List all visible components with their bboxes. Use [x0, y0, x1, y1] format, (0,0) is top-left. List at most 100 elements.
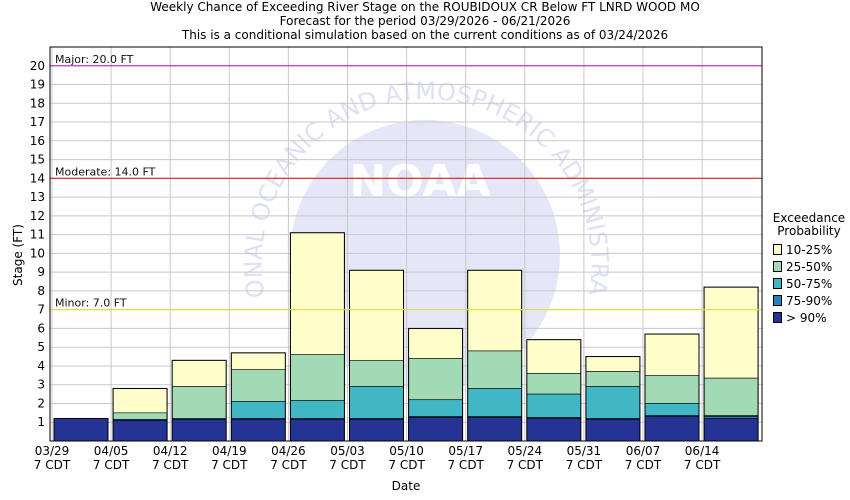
x-tick-tz: 7 CDT: [507, 458, 544, 472]
y-tick-label: 8: [37, 284, 45, 298]
bar-segment: [585, 356, 641, 372]
bar-segment: [53, 418, 109, 442]
bar-week: [585, 356, 641, 442]
x-tick-tz: 7 CDT: [152, 458, 189, 472]
bar-segment: [467, 350, 523, 389]
bar-segment: [644, 403, 700, 416]
bar-week: [112, 387, 168, 442]
noaa-logo-text: NOAA: [349, 156, 490, 207]
plot-frame: [49, 46, 763, 442]
bar-week: [230, 352, 286, 442]
x-tick-date: 06/14: [685, 444, 720, 458]
grid: [50, 47, 762, 441]
y-tick-label: 14: [30, 171, 45, 185]
bar-segment: [467, 269, 523, 352]
legend-label: 10-25%: [786, 242, 833, 257]
bar-segment: [290, 419, 345, 442]
bar-week: [526, 339, 582, 442]
bar-segment: [408, 358, 463, 401]
x-tick-tz: 7 CDT: [388, 458, 425, 472]
bar-segment: [526, 373, 582, 395]
bar-segment: [644, 333, 700, 376]
y-tick-label: 10: [30, 246, 45, 260]
bar-week: [703, 286, 759, 442]
bar-week: [289, 232, 345, 442]
y-axis-label: Stage (FT): [11, 224, 25, 286]
x-tick-date: 05/03: [330, 444, 365, 458]
bar-segment: [112, 412, 168, 420]
bar-segment: [526, 339, 582, 374]
legend-item: 10-25%: [773, 241, 850, 258]
y-tick-label: 18: [30, 96, 45, 110]
bar-week: [53, 417, 109, 442]
chart-subtitle-conditions: This is a conditional simulation based o…: [181, 28, 669, 42]
legend-swatch: [773, 244, 782, 255]
legend-label: > 90%: [786, 310, 827, 325]
bar-segment: [112, 388, 168, 414]
legend-label: 50-75%: [786, 276, 833, 291]
x-tick-date: 03/29: [35, 444, 70, 458]
y-tick-label: 2: [37, 396, 45, 410]
y-tick-label: 6: [37, 321, 45, 335]
y-tick-label: 20: [30, 59, 45, 73]
x-tick-tz: 7 CDT: [329, 458, 366, 472]
x-tick-tz: 7 CDT: [625, 458, 662, 472]
bar-segment: [408, 417, 463, 442]
x-tick-date: 05/17: [448, 444, 483, 458]
bar-segment: [231, 419, 286, 442]
axes: [49, 46, 763, 442]
x-tick-tz: 7 CDT: [211, 458, 248, 472]
bar-segment: [467, 417, 523, 442]
x-tick-tz: 7 CDT: [93, 458, 130, 472]
y-tick-label: 11: [30, 228, 45, 242]
bar-segment: [171, 386, 227, 419]
bar-segment: [112, 420, 168, 442]
bar-segment: [290, 354, 345, 401]
legend-items: 10-25% 25-50% 50-75% 75-90% > 90%: [768, 241, 850, 326]
bar-segment: [171, 419, 227, 442]
threshold-label: Major: 20.0 FT: [55, 53, 134, 66]
legend-swatch: [773, 278, 782, 289]
bar-week: [644, 333, 700, 442]
threshold-label: Minor: 7.0 FT: [55, 297, 127, 310]
bar-segment: [703, 418, 759, 442]
bar-segment: [290, 232, 345, 355]
bar-segment: [231, 352, 286, 371]
legend-title: Exceedance Probability: [768, 212, 850, 238]
x-tick-tz: 7 CDT: [684, 458, 721, 472]
bar-segment: [349, 386, 404, 419]
bar-segment: [585, 419, 641, 442]
legend-label: 75-90%: [786, 293, 833, 308]
bar-segment: [526, 393, 582, 418]
y-tick-label: 1: [37, 415, 45, 429]
x-tick-date: 05/24: [508, 444, 543, 458]
chart-title: Weekly Chance of Exceeding River Stage o…: [150, 0, 700, 14]
bar-week: [171, 359, 227, 442]
bar-segment: [349, 419, 404, 442]
x-tick-tz: 7 CDT: [566, 458, 603, 472]
y-tick-label: 3: [37, 378, 45, 392]
y-tick-label: 7: [37, 303, 45, 317]
flood-thresholds: Major: 20.0 FT Moderate: 14.0 FT Minor: 7.…: [50, 53, 762, 311]
bar-segment: [703, 377, 759, 416]
x-tick-date: 04/12: [153, 444, 188, 458]
legend-swatch: [773, 312, 782, 323]
x-tick-tz: 7 CDT: [34, 458, 71, 472]
x-tick-date: 04/05: [94, 444, 129, 458]
legend-title-line-2: Probability: [777, 224, 841, 238]
legend-item: 75-90%: [773, 292, 850, 309]
bar-segment: [408, 328, 463, 359]
x-tick-date: 05/31: [567, 444, 602, 458]
y-tick-label: 4: [37, 359, 45, 373]
bar-segment: [231, 369, 286, 402]
legend: Exceedance Probability 10-25% 25-50% 50-75…: [768, 212, 850, 326]
bar-segment: [171, 360, 227, 387]
bar-segment: [231, 401, 286, 419]
bar-segment: [644, 375, 700, 404]
x-axis-label: Date: [392, 479, 421, 493]
legend-item: 25-50%: [773, 258, 850, 275]
legend-item: 50-75%: [773, 275, 850, 292]
chart-subtitle-period: Forecast for the period 03/29/2026 - 06/…: [279, 14, 571, 28]
